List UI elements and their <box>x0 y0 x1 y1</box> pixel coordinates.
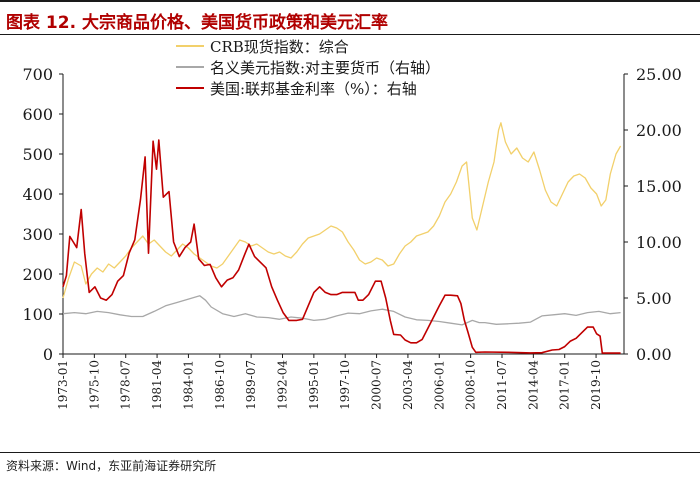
source-divider <box>0 452 700 453</box>
title-divider <box>0 34 700 35</box>
x-tick-label: 2014-04 <box>526 360 540 410</box>
left-tick-label: 300 <box>22 225 53 244</box>
left-tick-label: 100 <box>22 305 53 324</box>
legend-label-2: 名义美元指数:对主要货币（右轴） <box>210 59 440 77</box>
series-line-2 <box>62 295 621 326</box>
x-tick-label: 1992-04 <box>275 360 289 410</box>
x-tick-label: 2008-10 <box>464 360 478 410</box>
x-tick-label: 1975-10 <box>87 360 101 410</box>
x-tick-label: 1997-10 <box>338 360 352 410</box>
x-tick-label: 2017-01 <box>558 360 572 410</box>
x-tick-label: 1986-10 <box>213 360 227 410</box>
x-tick-label: 1995-01 <box>307 360 321 410</box>
left-tick-label: 0 <box>43 345 53 364</box>
chart-title-bar: 图表 12. 大宗商品价格、美国货币政策和美元汇率 <box>0 0 700 36</box>
right-tick-label: 20.00 <box>636 121 682 140</box>
x-tick-label: 1978-07 <box>119 360 133 410</box>
right-tick-label: 0.00 <box>636 345 672 364</box>
x-tick-label: 1984-01 <box>181 360 195 410</box>
right-tick-label: 10.00 <box>636 233 682 252</box>
right-tick-label: 5.00 <box>636 289 672 308</box>
chart-title: 图表 12. 大宗商品价格、美国货币政策和美元汇率 <box>6 13 388 33</box>
right-tick-label: 15.00 <box>636 177 682 196</box>
legend-label-3: 美国:联邦基金利率（%）：右轴 <box>210 80 417 98</box>
x-tick-label: 1989-07 <box>244 360 258 410</box>
left-tick-label: 700 <box>22 65 53 84</box>
x-tick-label: 2000-07 <box>370 360 384 410</box>
series-line-3 <box>62 139 621 354</box>
legend-label-1: CRB现货指数：综合 <box>210 38 349 56</box>
series-line-1 <box>62 122 622 299</box>
x-tick-label: 2003-04 <box>401 360 415 410</box>
left-tick-label: 200 <box>22 265 53 284</box>
source-note: 资料来源：Wind，东亚前海证券研究所 <box>6 459 217 473</box>
x-tick-label: 2006-01 <box>432 360 446 410</box>
left-tick-label: 400 <box>22 185 53 204</box>
x-tick-label: 2011-07 <box>495 360 509 410</box>
x-tick-label: 2019-10 <box>589 360 603 410</box>
x-tick-label: 1973-01 <box>56 360 70 410</box>
right-tick-label: 25.00 <box>636 65 682 84</box>
left-tick-label: 600 <box>22 105 53 124</box>
left-tick-label: 500 <box>22 145 53 164</box>
x-tick-label: 1981-04 <box>150 360 164 410</box>
